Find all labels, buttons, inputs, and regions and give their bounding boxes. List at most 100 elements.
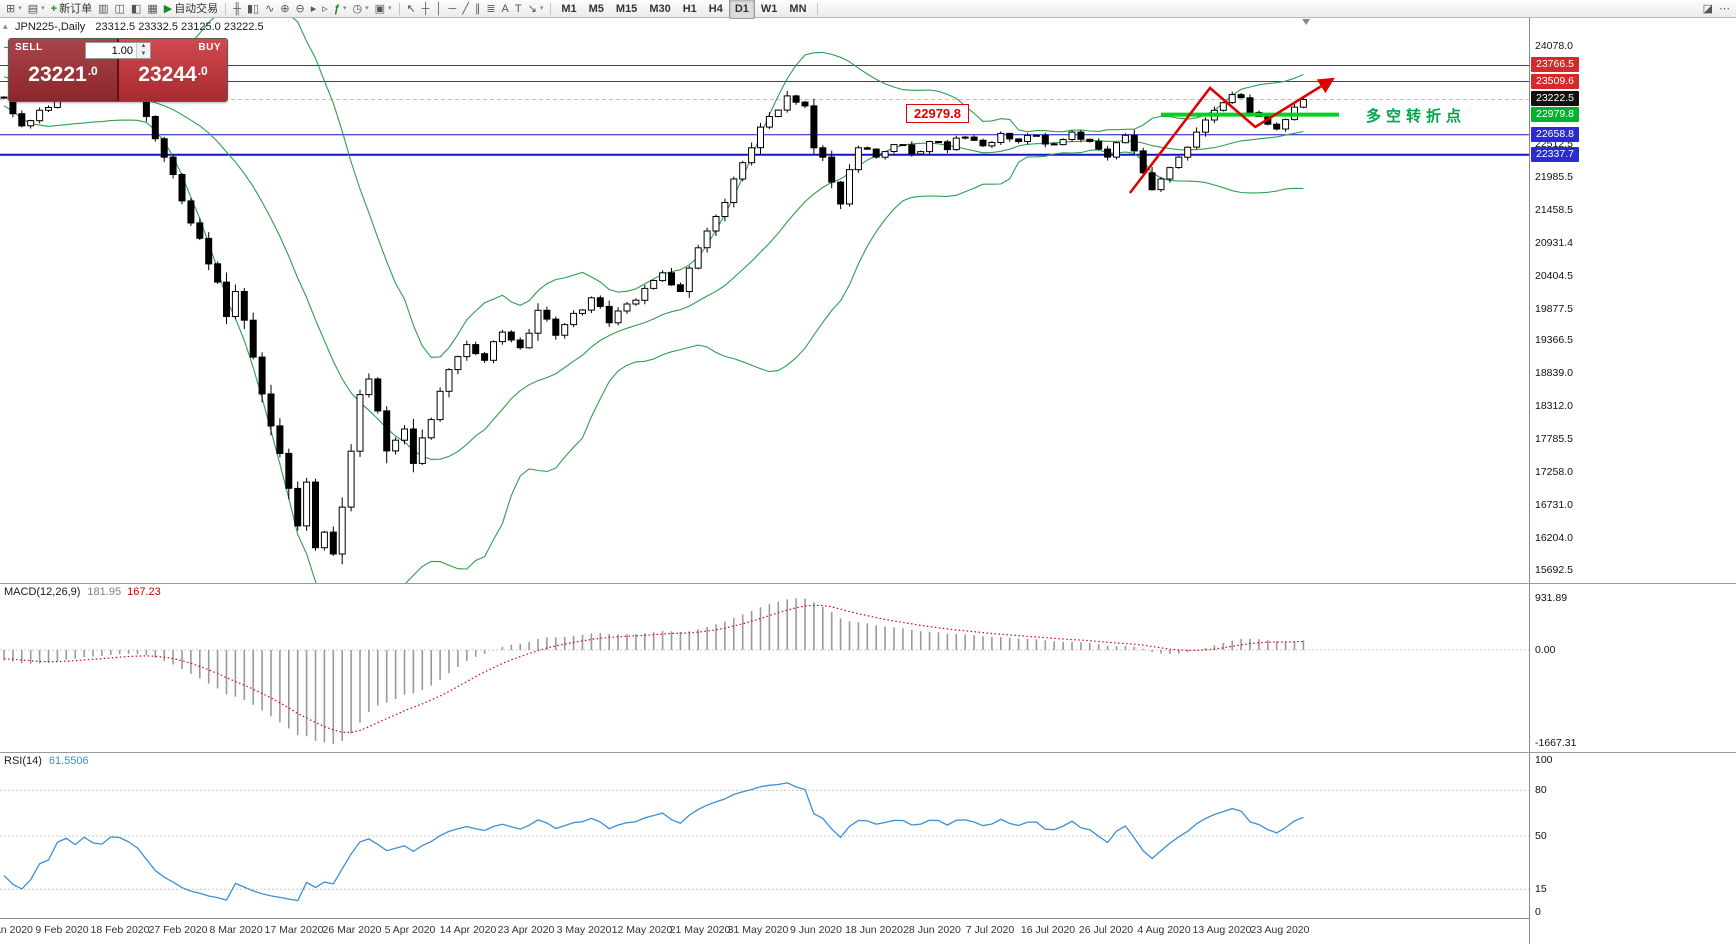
new-chart-caret-icon: ▾ [18, 4, 22, 12]
buy-label: BUY [198, 42, 221, 53]
volume-up-button[interactable]: ▲ [137, 43, 150, 51]
price-tick: 17258.0 [1535, 466, 1573, 478]
toolbar-separator [225, 2, 227, 15]
date-label: 12 May 2020 [611, 924, 673, 936]
price-marker-22658.8: 22658.8 [1531, 127, 1579, 142]
toolbar-zoom-in-button[interactable]: ⊕ [277, 1, 292, 17]
timeframe-m30-button[interactable]: M30 [643, 0, 676, 19]
timeframe-m5-button[interactable]: M5 [583, 0, 610, 19]
buy-price: 23244 .0 [138, 63, 208, 86]
fibonacci-icon: ≣ [486, 2, 496, 15]
navigator-icon: ◧ [130, 2, 142, 15]
toolbar-indicators-button[interactable]: ƒ ▾ [331, 1, 350, 17]
toolbar-text-label-button[interactable]: T [512, 1, 525, 17]
rsi-scale-tick: 50 [1535, 830, 1547, 842]
timeframe-m15-button[interactable]: M15 [610, 0, 643, 19]
arrows-caret-icon: ▾ [539, 4, 544, 12]
toolbar-separator [398, 2, 400, 15]
toolbar-chart-line-button[interactable]: ∿ [262, 1, 277, 17]
main-chart-plot[interactable] [0, 18, 1529, 583]
macd-plot[interactable] [0, 584, 1529, 752]
toolbar-cursor-button[interactable]: ↖ [404, 1, 419, 17]
rsi-scale-tick: 80 [1535, 784, 1547, 796]
toolbar-horizontal-line-button[interactable]: ─ [445, 1, 459, 17]
date-label: 18 Feb 2020 [90, 924, 150, 936]
toolbar-crosshair-button[interactable]: ┼ [419, 1, 433, 17]
docking-icon: ◪ [1702, 2, 1713, 15]
toolbar-separator [816, 2, 818, 15]
price-tick: 17785.5 [1535, 433, 1573, 445]
toolbar-data-window-button[interactable]: ◫ [112, 1, 128, 17]
toolbar-more-button[interactable]: ⋯ [1716, 1, 1733, 17]
rsi-scale-tick: 100 [1535, 754, 1553, 766]
price-annotation-label: 22979.8 [906, 104, 969, 123]
price-scale[interactable]: 24078.0 22512.5 21985.5 21458.5 20931.4 20404… [1529, 18, 1736, 944]
chart-bars-icon: ╫ [233, 2, 241, 15]
toolbar-trendline-button[interactable]: ╱ [459, 1, 472, 17]
timeframe-mn-button[interactable]: MN [783, 0, 812, 19]
toolbar-market-watch-button[interactable]: ▥ [95, 1, 111, 17]
panel-separator-rsi[interactable] [0, 752, 1736, 753]
more-icon: ⋯ [1719, 2, 1730, 15]
toolbar-channel-button[interactable]: ∥ [472, 1, 484, 17]
toolbar-new-order-button[interactable]: + 新订单 [48, 1, 95, 17]
toolbar-group-line-studies: ↖ ┼ │ ─ ╱ ∥ ≣ A T ↘ ▾ [404, 0, 547, 17]
date-label: 17 Mar 2020 [264, 924, 324, 936]
chart-line-icon: ∿ [265, 2, 275, 15]
tf-h4-label: H4 [708, 2, 723, 15]
volume-input[interactable] [86, 43, 136, 58]
toolbar-auto-scroll-button[interactable]: ▸ [308, 1, 320, 17]
toolbar-group-timeframes: M1 M5 M15 M30 H1 H4 D1 W1 MN [555, 0, 812, 19]
toolbar-chart-candles-button[interactable]: ▮▯ [244, 1, 262, 17]
date-label: 31 May 2020 [727, 924, 789, 936]
toolbar-templates-button[interactable]: ▣ ▾ [372, 1, 395, 17]
toolbar: ⊞ ▾ ▤ ▾ + 新订单 ▥ ◫ ◧ ▦ ▶ 自动交易 ╫ ▮▯ ∿ ⊕ ⊖ ▸ ▹ ƒ ▾ ◷ ▾ ▣ ▾ ↖ ┼ │ ─ ╱ ∥ ≣ A T… [0, 0, 1736, 19]
timeframe-w1-button[interactable]: W1 [755, 0, 784, 19]
date-label: 21 May 2020 [669, 924, 731, 936]
date-label: 23 Apr 2020 [497, 924, 555, 936]
panel-separator-macd[interactable] [0, 583, 1736, 584]
toolbar-profiles-button[interactable]: ▤ ▾ [25, 1, 48, 17]
toolbar-vertical-line-button[interactable]: │ [433, 1, 446, 17]
toolbar-zoom-out-button[interactable]: ⊖ [293, 1, 308, 17]
trendline-icon: ╱ [462, 2, 469, 15]
chart-ohlc-line: JPN225-,Daily 23312.5 23332.5 23125.0 23… [15, 21, 271, 33]
price-marker-23509.6: 23509.6 [1531, 74, 1579, 89]
date-label: 27 Feb 2020 [148, 924, 208, 936]
toolbar-docking-button[interactable]: ◪ [1700, 1, 1716, 17]
date-label: 3 May 2020 [556, 924, 612, 936]
macd-scale-tick: -1667.31 [1535, 737, 1577, 749]
toolbar-text-button[interactable]: A [499, 1, 512, 17]
toolbar-arrows-button[interactable]: ↘ ▾ [525, 1, 547, 17]
toolbar-autotrading-button[interactable]: ▶ 自动交易 [161, 1, 221, 17]
terminal-icon: ▦ [147, 2, 158, 15]
volume-down-button[interactable]: ▼ [137, 50, 150, 58]
timeframe-m1-button[interactable]: M1 [555, 0, 582, 19]
timeframe-h1-button[interactable]: H1 [677, 0, 703, 19]
tf-m15-label: M15 [615, 2, 638, 15]
date-label: 18 Jun 2020 [845, 924, 903, 936]
text-icon: A [501, 2, 509, 15]
rsi-label: RSI(14) 61.5506 [4, 755, 89, 767]
date-label: 9 Jun 2020 [790, 924, 842, 936]
profiles-caret-icon: ▾ [41, 4, 45, 12]
toolbar-fibonacci-button[interactable]: ≣ [483, 1, 498, 17]
toolbar-periods-button[interactable]: ◷ ▾ [349, 1, 371, 17]
toolbar-navigator-button[interactable]: ◧ [128, 1, 144, 17]
timeframe-h4-button[interactable]: H4 [703, 0, 729, 19]
toolbar-terminal-button[interactable]: ▦ [144, 1, 160, 17]
cursor-icon: ↖ [406, 2, 416, 15]
toolbar-chart-shift-button[interactable]: ▹ [319, 1, 331, 17]
price-marker-23766.5: 23766.5 [1531, 57, 1579, 72]
tf-h1-label: H1 [682, 2, 697, 15]
tf-w1-label: W1 [760, 2, 778, 15]
rsi-plot[interactable] [0, 753, 1529, 918]
toolbar-chart-bars-button[interactable]: ╫ [230, 1, 244, 17]
zoom-in-icon: ⊕ [280, 2, 290, 15]
profiles-icon: ▤ [27, 2, 39, 15]
date-label: 7 Jul 2020 [965, 924, 1015, 936]
toolbar-new-chart-button[interactable]: ⊞ ▾ [3, 1, 25, 17]
timeframe-d1-button[interactable]: D1 [728, 0, 755, 19]
one-click-collapse-icon[interactable]: ▴ [3, 21, 8, 31]
